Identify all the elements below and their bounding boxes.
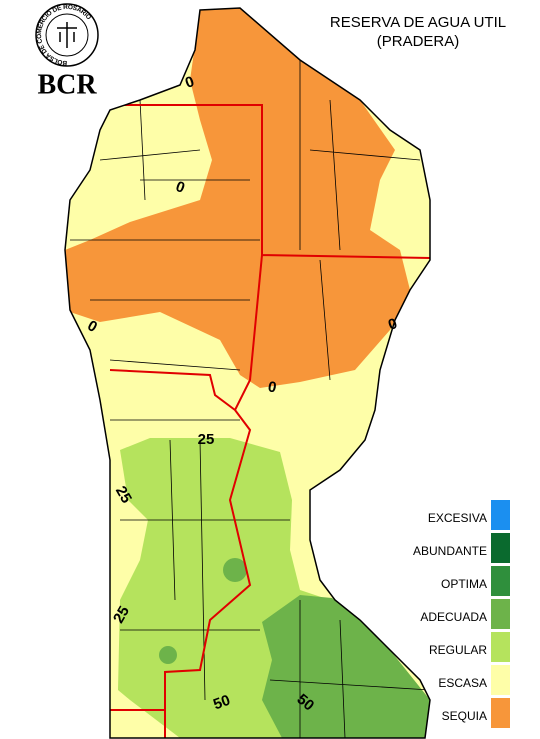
- legend-swatch: [491, 566, 510, 596]
- zone-adecuada: [159, 646, 177, 664]
- legend-label: ADECUADA: [420, 610, 487, 624]
- logo: BOLSA DE COMERCIO DE ROSARIO BCR: [35, 3, 99, 100]
- legend-swatch: [491, 632, 510, 662]
- legend-swatch: [491, 698, 510, 728]
- contour-label: 25: [198, 431, 215, 448]
- contour-label: 50: [211, 692, 232, 714]
- legend-label: EXCESIVA: [428, 511, 487, 525]
- contour-label: 25: [110, 603, 133, 626]
- department-borders: [70, 60, 430, 738]
- legend-label: ESCASA: [438, 676, 487, 690]
- legend-label: SEQUIA: [442, 709, 487, 723]
- legend-swatch: [491, 533, 510, 563]
- zone-sequia: [65, 8, 410, 388]
- logo-name: BCR: [37, 69, 97, 100]
- legend-label: ABUNDANTE: [413, 544, 487, 558]
- legend: EXCESIVA ABUNDANTE OPTIMA ADECUADA REGULAR ES…: [413, 500, 510, 728]
- contour-label: 25: [112, 483, 135, 506]
- title: RESERVA DE AGUA UTIL: [330, 14, 506, 31]
- zone-adecuada: [223, 558, 247, 582]
- legend-label: OPTIMA: [441, 577, 487, 591]
- contour-label: 0: [267, 378, 278, 396]
- logo-emblem: [57, 22, 77, 48]
- legend-label: REGULAR: [429, 643, 487, 657]
- subtitle: (PRADERA): [377, 33, 460, 50]
- zone-adecuada: [262, 595, 430, 738]
- logo-inner: [45, 13, 89, 57]
- region-borders: [109, 104, 430, 738]
- legend-swatch: [491, 500, 510, 530]
- legend-swatch: [491, 665, 510, 695]
- legend-swatch: [491, 599, 510, 629]
